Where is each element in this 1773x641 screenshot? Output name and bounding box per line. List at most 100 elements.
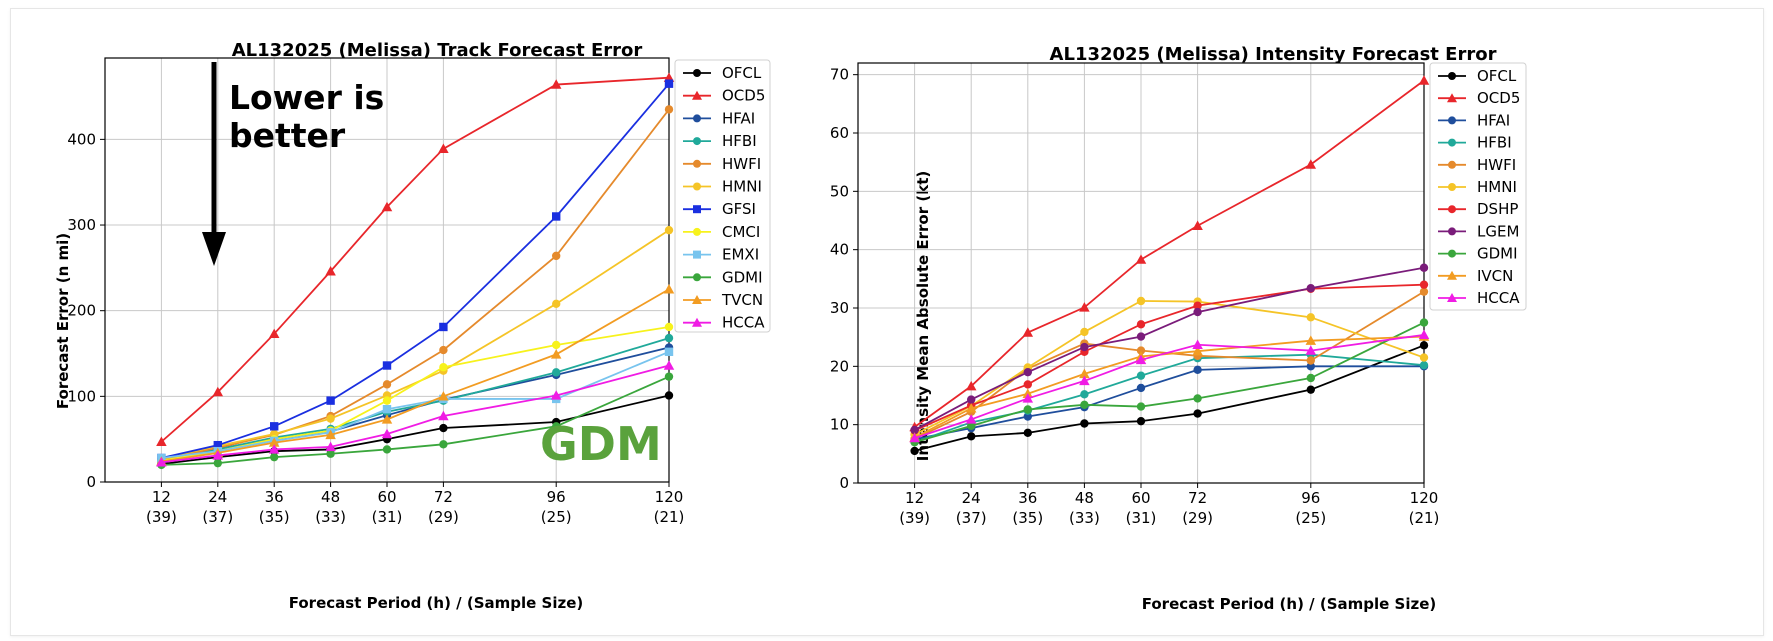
data-point (1080, 419, 1089, 428)
data-point (439, 345, 448, 355)
series-line (914, 79, 1425, 428)
legend-label: OCD5 (722, 87, 765, 105)
legend-box (674, 59, 771, 333)
data-point (910, 446, 919, 456)
data-point (910, 425, 919, 435)
x-tick-label: 12 (905, 489, 924, 507)
x-tick-label: 12 (152, 488, 171, 506)
data-point (1136, 371, 1146, 380)
data-point (1305, 335, 1317, 345)
legend-label: OFCL (1477, 67, 1517, 85)
data-point (1306, 283, 1316, 293)
data-point (438, 391, 449, 401)
legend-entry: EMXI (683, 246, 759, 264)
data-point (1135, 254, 1147, 264)
series-line (914, 266, 1425, 431)
data-point (1023, 405, 1032, 414)
data-point (381, 428, 393, 439)
x-tick-sublabel: (37) (202, 508, 233, 526)
series-gdmi (910, 318, 1429, 447)
legend-label: GDMI (722, 268, 763, 286)
y-axis-label: Intensity Mean Absolute Error (kt) (914, 171, 932, 461)
x-tick-label: 36 (1018, 489, 1037, 507)
y-tick-label: 70 (830, 66, 849, 84)
y-tick-label: 60 (830, 124, 849, 142)
series-hcca (156, 360, 675, 467)
x-tick-label: 120 (1410, 489, 1439, 507)
legend-marker (693, 114, 701, 123)
data-point (382, 445, 392, 454)
data-point (1022, 327, 1034, 337)
data-point (663, 360, 675, 370)
legend-marker (1448, 116, 1456, 125)
legend-label: OCD5 (1477, 89, 1520, 107)
data-point (381, 201, 393, 212)
intensity-error-chart: AL132025 (Melissa) Intensity Forecast Er… (830, 44, 1527, 613)
x-tick-sublabel: (21) (654, 508, 685, 526)
y-axis-label: Forecast Error (n mi) (54, 233, 72, 409)
legend-marker (692, 295, 702, 304)
data-point (664, 225, 674, 235)
data-point (439, 423, 448, 433)
legend: OFCL OCD5 HFAI HFBI HWFI HMNI GFSI CMCI EMXI GDMI… (674, 59, 771, 333)
data-point (965, 403, 977, 413)
data-point (1136, 346, 1146, 355)
data-point (382, 396, 392, 405)
data-point (1135, 354, 1147, 365)
legend-marker (693, 137, 701, 146)
data-point (664, 391, 674, 400)
data-point (1418, 329, 1430, 340)
legend-label: HCCA (1477, 289, 1520, 307)
data-point (965, 380, 977, 391)
data-point (1080, 327, 1089, 337)
series-ocd5 (909, 75, 1430, 432)
x-tick-sublabel: (29) (428, 508, 459, 526)
x-tick-label: 48 (321, 488, 340, 506)
series-line (914, 321, 1425, 444)
data-point (439, 363, 448, 372)
data-point (325, 441, 336, 452)
x-tick-label: 24 (208, 488, 227, 506)
legend-label: HFAI (1477, 111, 1510, 129)
data-point (664, 333, 674, 343)
y-tick-label: 30 (830, 299, 849, 317)
series-line (161, 229, 670, 460)
data-point (909, 432, 920, 443)
x-tick-label: 60 (377, 488, 396, 506)
data-point (382, 404, 392, 414)
y-tick-label: 0 (839, 474, 849, 492)
series-line (914, 333, 1425, 439)
legend-label: HCCA (722, 314, 765, 332)
legend-marker (693, 227, 701, 236)
x-tick-label: 72 (434, 488, 453, 506)
data-point (268, 328, 280, 339)
data-point (550, 349, 562, 359)
data-point (1022, 393, 1034, 403)
x-tick-sublabel: (37) (956, 509, 987, 527)
legend-marker (1448, 227, 1456, 236)
series-line (161, 375, 670, 466)
legend-marker (1448, 205, 1456, 214)
legend-marker (1448, 138, 1456, 147)
data-point (1192, 345, 1203, 356)
legend-marker (1448, 249, 1456, 258)
x-tick-sublabel: (25) (541, 508, 572, 526)
data-point (326, 449, 335, 458)
series-line (161, 288, 670, 463)
x-axis-label: Forecast Period (h) / (Sample Size) (1142, 595, 1437, 613)
series-line (160, 76, 670, 443)
series-hcca (909, 329, 1430, 443)
data-point (1136, 383, 1146, 393)
data-point (156, 457, 167, 467)
y-tick-label: 20 (830, 357, 849, 375)
legend-label: HFBI (1477, 134, 1512, 152)
legend-entry: CMCI (683, 223, 760, 241)
data-point (1079, 375, 1090, 386)
x-tick-sublabel: (31) (372, 508, 403, 526)
data-point (664, 372, 674, 381)
data-point (552, 368, 561, 377)
x-tick-label: 120 (655, 488, 684, 506)
data-point (213, 458, 222, 468)
data-point (1419, 353, 1429, 362)
data-point (664, 347, 674, 357)
